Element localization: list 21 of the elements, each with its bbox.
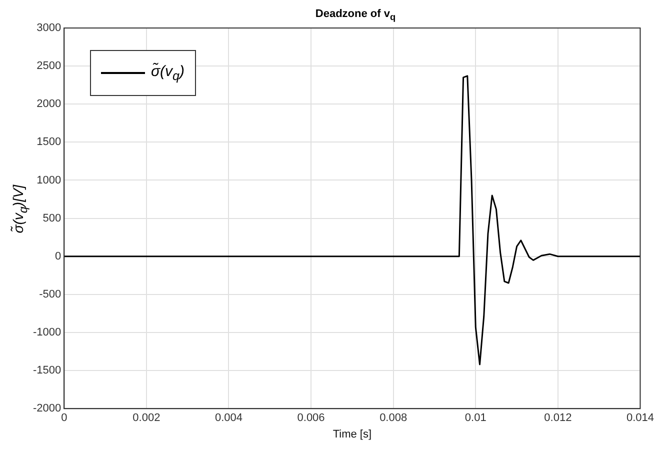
x-tick-label: 0.002 (132, 412, 160, 424)
y-tick-label: 1000 (36, 174, 62, 186)
x-tick-label: 0.004 (214, 412, 242, 424)
x-axis-title: Time [s] (332, 428, 372, 440)
y-tick-label: 3000 (36, 22, 62, 34)
legend-label: σ̃(v$_{q}$) (151, 63, 184, 83)
y-tick-label: 2000 (36, 98, 62, 110)
y-tick-label: -500 (39, 288, 62, 300)
y-tick-label: -1500 (32, 364, 62, 377)
y-tick-label: 500 (42, 212, 62, 224)
y-tick-label: -1000 (32, 326, 62, 339)
x-tick-label: 0.012 (544, 412, 572, 424)
x-tick-label: 0.014 (626, 412, 654, 424)
chart-title: Deadzone of v$_{q}$ (314, 8, 397, 22)
y-tick-label: 2500 (36, 60, 62, 72)
y-tick-label: 0 (55, 250, 62, 262)
x-tick-label: 0.006 (297, 412, 325, 424)
y-tick-label: 1500 (36, 136, 62, 148)
y-tick-label: -2000 (32, 402, 62, 415)
x-tick-label: 0.008 (380, 412, 408, 424)
x-tick-label: 0.01 (464, 412, 486, 424)
